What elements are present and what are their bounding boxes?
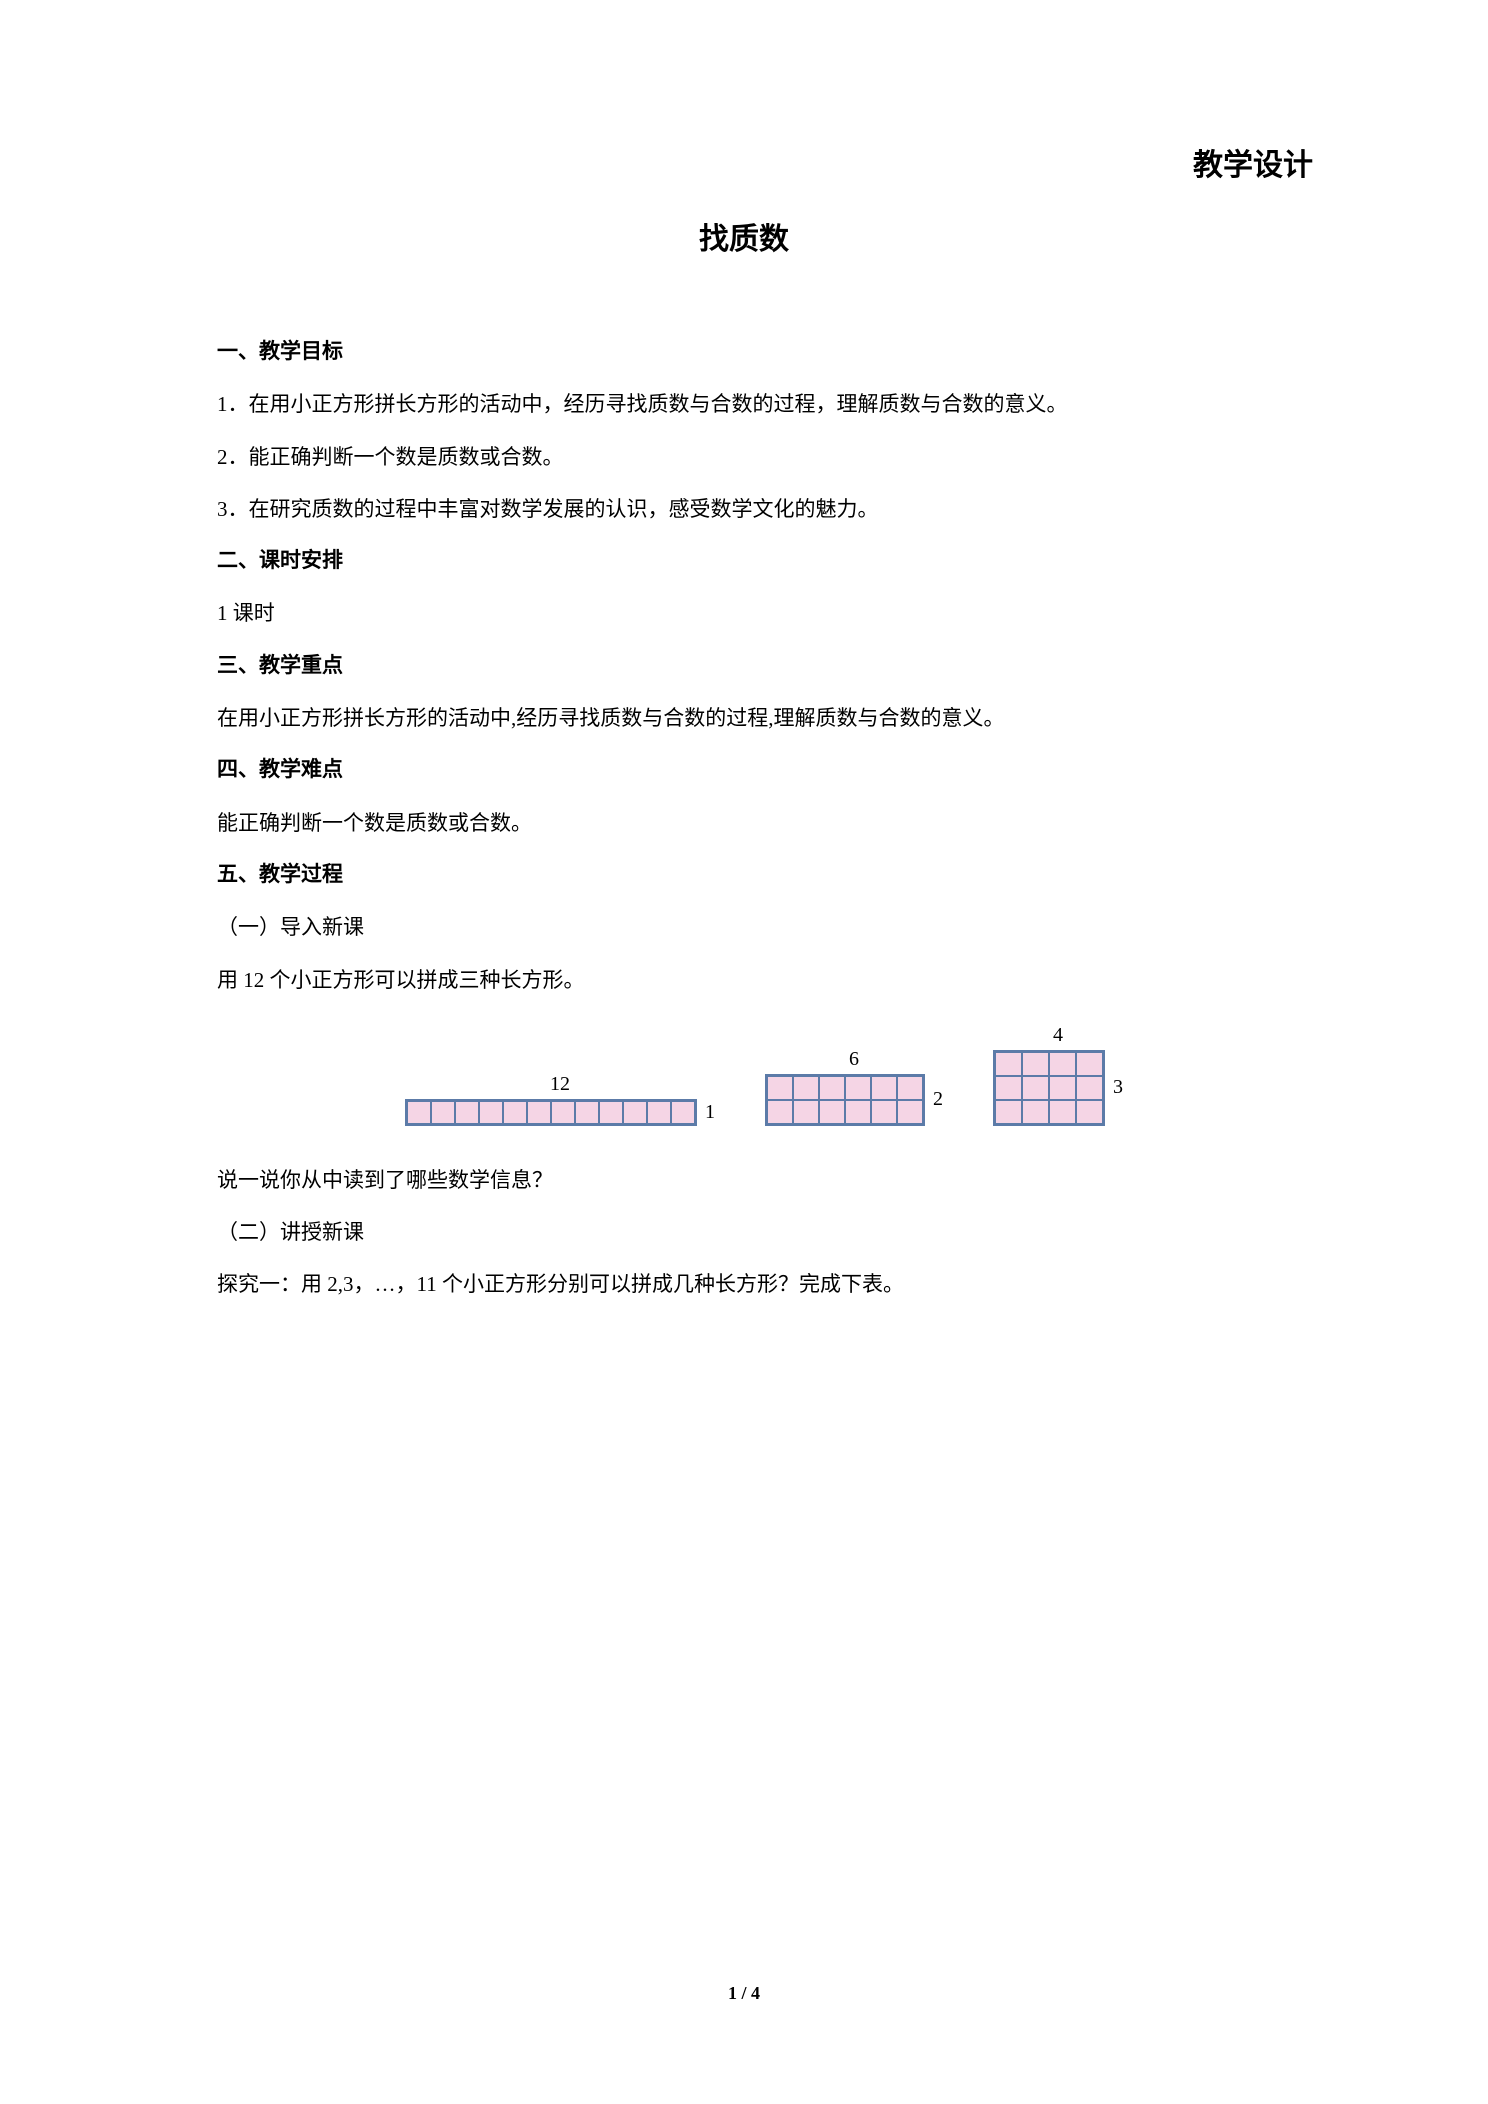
header-title: 教学设计 — [175, 140, 1313, 184]
rect-3-wrapper: 3 — [993, 1050, 1123, 1126]
cell — [503, 1101, 527, 1124]
cell — [897, 1100, 923, 1124]
rect-1-top-label: 12 — [550, 1073, 570, 1096]
rect-1-grid — [405, 1099, 697, 1126]
cell — [793, 1076, 819, 1100]
cell — [623, 1101, 647, 1124]
section-4-text: 能正确判断一个数是质数或合数。 — [175, 799, 1313, 847]
cell — [845, 1100, 871, 1124]
rect-2-top-label: 6 — [849, 1048, 859, 1071]
cell — [455, 1101, 479, 1124]
rect-3-top-label: 4 — [1053, 1024, 1063, 1047]
main-title: 找质数 — [175, 214, 1313, 258]
cell — [1049, 1052, 1076, 1076]
page-content: 教学设计 找质数 一、教学目标 1．在用小正方形拼长方形的活动中，经历寻找质数与… — [0, 0, 1488, 1309]
cell — [575, 1101, 599, 1124]
cell — [1049, 1076, 1076, 1100]
cell — [819, 1076, 845, 1100]
section-5-heading: 五、教学过程 — [175, 851, 1313, 899]
section-5-text2: 说一说你从中读到了哪些数学信息？ — [175, 1156, 1313, 1204]
section-5-sub1: （一）导入新课 — [175, 903, 1313, 951]
section-1-item-3: 3．在研究质数的过程中丰富对数学发展的认识，感受数学文化的魅力。 — [175, 485, 1313, 533]
rectangles-diagram: 12 1 6 — [175, 1024, 1313, 1126]
section-5-text1: 用 12 个小正方形可以拼成三种长方形。 — [175, 956, 1313, 1004]
rect-group-1: 12 1 — [405, 1073, 715, 1126]
rect-3-grid — [993, 1050, 1105, 1126]
cell — [871, 1100, 897, 1124]
section-2-text: 1 课时 — [175, 589, 1313, 637]
cell — [599, 1101, 623, 1124]
cell — [819, 1100, 845, 1124]
cell — [1022, 1052, 1049, 1076]
section-2-heading: 二、课时安排 — [175, 537, 1313, 585]
cell — [897, 1076, 923, 1100]
section-4-heading: 四、教学难点 — [175, 746, 1313, 794]
rect-2-grid — [765, 1074, 925, 1126]
cell — [995, 1076, 1022, 1100]
rect-2-side-label: 2 — [933, 1088, 943, 1111]
section-3-text: 在用小正方形拼长方形的活动中,经历寻找质数与合数的过程,理解质数与合数的意义。 — [175, 694, 1313, 742]
cell — [647, 1101, 671, 1124]
cell — [1076, 1076, 1103, 1100]
cell — [1022, 1076, 1049, 1100]
cell — [1076, 1100, 1103, 1124]
cell — [1076, 1052, 1103, 1076]
cell — [845, 1076, 871, 1100]
cell — [871, 1076, 897, 1100]
cell — [1049, 1100, 1076, 1124]
rect-2-wrapper: 2 — [765, 1074, 943, 1126]
cell — [1022, 1100, 1049, 1124]
cell — [431, 1101, 455, 1124]
cell — [407, 1101, 431, 1124]
cell — [671, 1101, 695, 1124]
section-1-item-2: 2．能正确判断一个数是质数或合数。 — [175, 433, 1313, 481]
section-1-heading: 一、教学目标 — [175, 328, 1313, 376]
page-number: 1 / 4 — [0, 1983, 1488, 2004]
rect-group-3: 4 3 — [993, 1024, 1123, 1126]
section-3-heading: 三、教学重点 — [175, 642, 1313, 690]
section-1-item-1: 1．在用小正方形拼长方形的活动中，经历寻找质数与合数的过程，理解质数与合数的意义… — [175, 380, 1313, 428]
cell — [995, 1100, 1022, 1124]
cell — [767, 1076, 793, 1100]
rect-3-side-label: 3 — [1113, 1076, 1123, 1099]
cell — [793, 1100, 819, 1124]
rect-1-side-label: 1 — [705, 1101, 715, 1124]
cell — [995, 1052, 1022, 1076]
cell — [551, 1101, 575, 1124]
section-5-sub2: （二）讲授新课 — [175, 1208, 1313, 1256]
cell — [527, 1101, 551, 1124]
cell — [479, 1101, 503, 1124]
section-5-text3: 探究一：用 2,3，…，11 个小正方形分别可以拼成几种长方形？完成下表。 — [175, 1260, 1313, 1308]
rect-1-wrapper: 1 — [405, 1099, 715, 1126]
cell — [767, 1100, 793, 1124]
rect-group-2: 6 2 — [765, 1048, 943, 1126]
